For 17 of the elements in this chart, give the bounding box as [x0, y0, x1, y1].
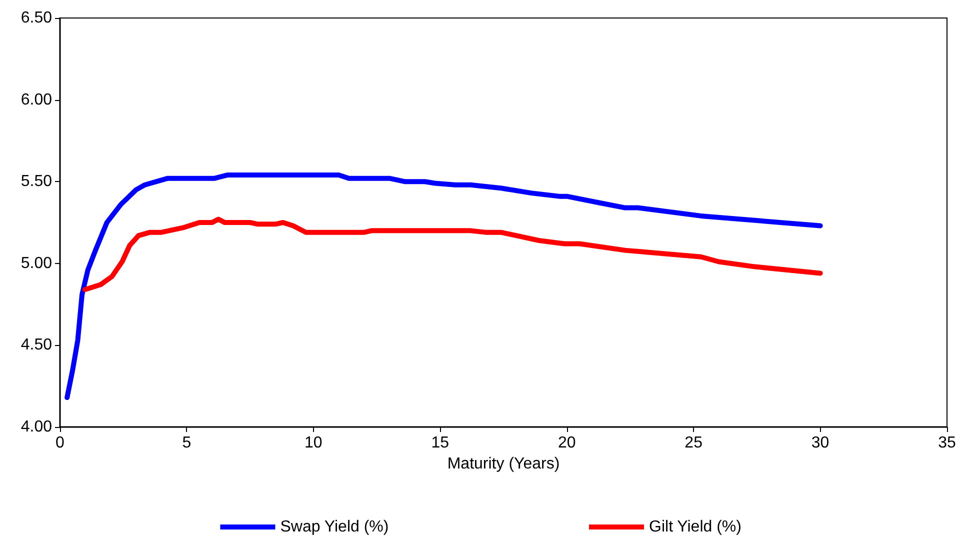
x-tick-label: 5 [182, 434, 192, 452]
x-tick-label: 15 [431, 434, 450, 452]
y-tick-label: 6.50 [20, 10, 52, 26]
y-tick-label: 4.50 [20, 336, 52, 354]
x-tick-label: 25 [684, 434, 703, 452]
y-tick-label: 5.50 [20, 173, 52, 190]
x-tick-label: 20 [558, 434, 576, 452]
x-tick-label: 35 [938, 434, 956, 452]
y-tick-label: 5.00 [20, 254, 52, 272]
x-tick-label: 30 [811, 434, 830, 452]
x-axis-title: Maturity (Years) [447, 455, 560, 472]
y-tick-label: 4.00 [20, 418, 52, 436]
legend-label: Swap Yield (%) [280, 518, 389, 536]
y-tick-label: 6.00 [20, 91, 52, 108]
x-tick-label: 10 [304, 434, 322, 452]
legend-label: Gilt Yield (%) [649, 518, 742, 536]
x-tick-label: 0 [56, 434, 65, 452]
